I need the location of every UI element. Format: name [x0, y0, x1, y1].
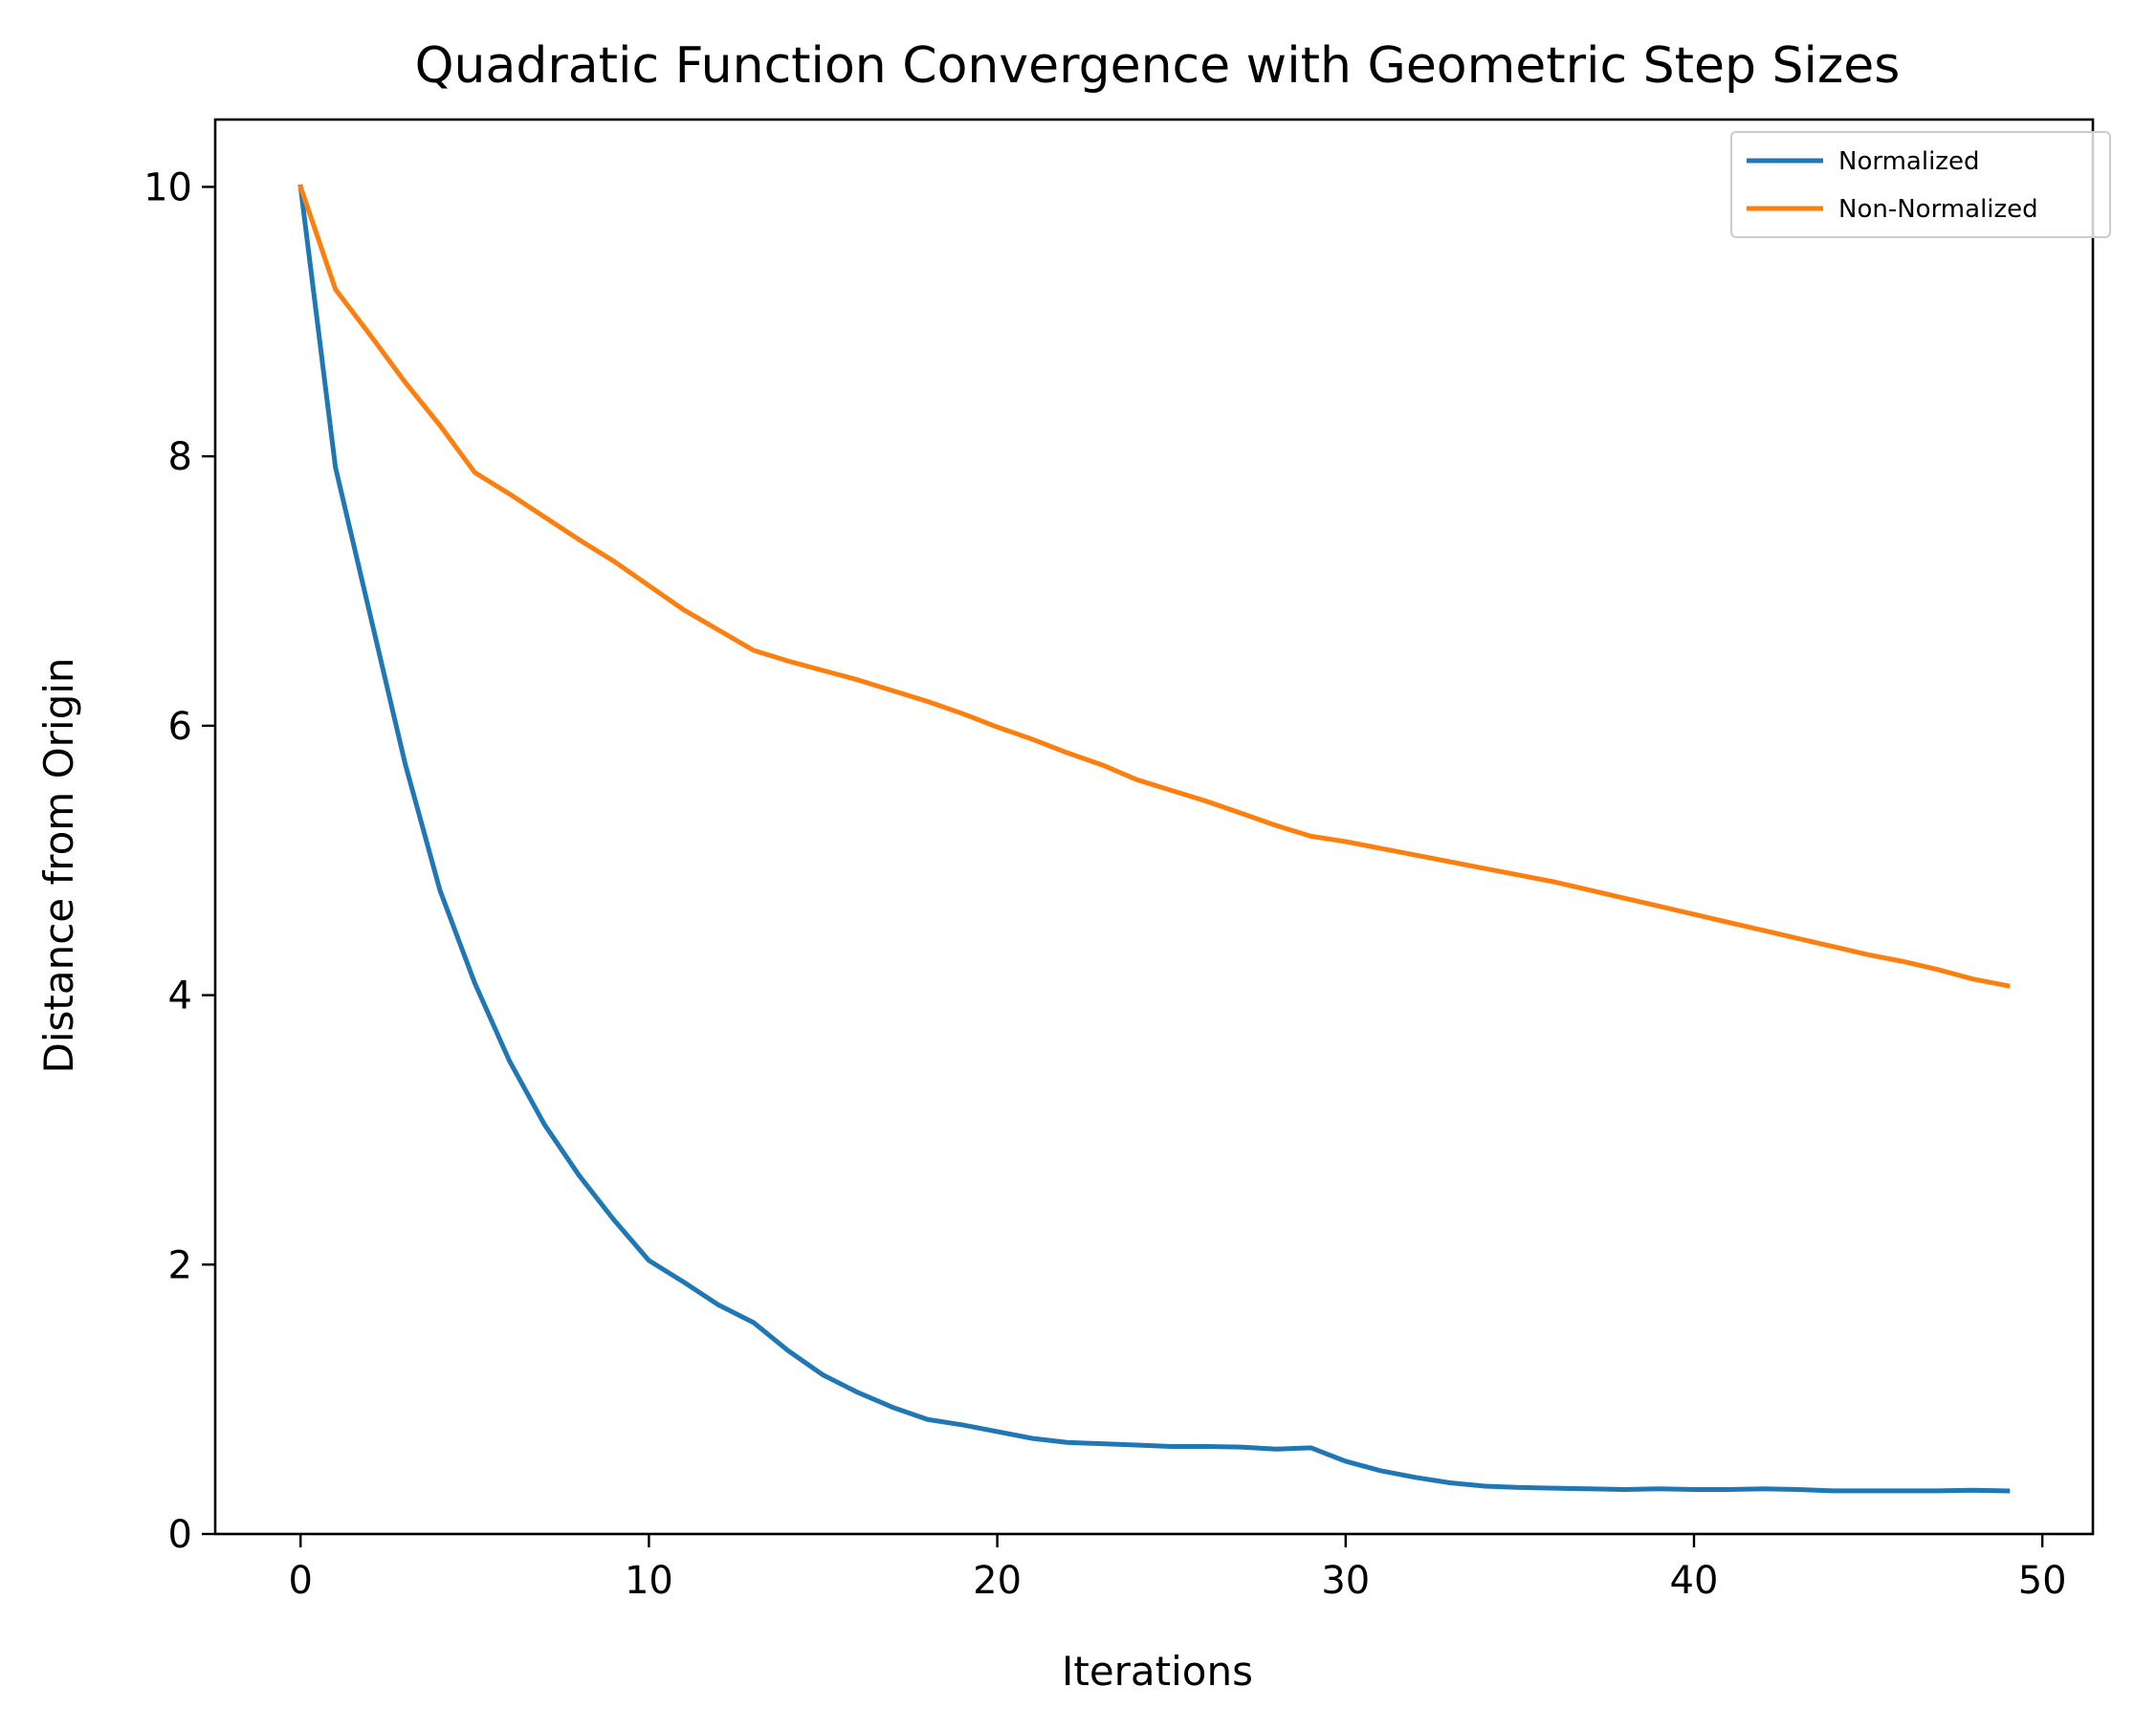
- y-axis-label: Distance from Origin: [35, 657, 82, 1073]
- y-tick-label: 10: [143, 165, 192, 209]
- legend: Normalized Non-Normalized: [1730, 131, 2111, 238]
- x-tick-label: 20: [973, 1559, 1022, 1603]
- chart-title: Quadratic Function Convergence with Geom…: [415, 37, 1901, 95]
- series-line-normalized: [297, 184, 2011, 1494]
- x-axis-label: Iterations: [1062, 1648, 1253, 1695]
- x-tick-label: 30: [1321, 1559, 1370, 1603]
- x-tick-label: 0: [289, 1559, 313, 1603]
- series-line-non-normalized: [297, 184, 2011, 989]
- plot-frame: [213, 118, 2095, 1536]
- series-layer: [297, 184, 2011, 1494]
- y-tick-label: 4: [168, 975, 192, 1019]
- x-axis: 0 10 20 30 40 50: [289, 1534, 2067, 1603]
- x-tick-label: 10: [625, 1559, 673, 1603]
- x-tick-label: 40: [1670, 1559, 1719, 1603]
- y-tick-label: 2: [168, 1243, 192, 1287]
- legend-label-normalized: Normalized: [1838, 147, 1979, 176]
- y-tick-label: 6: [168, 705, 192, 749]
- y-tick-label: 0: [168, 1513, 192, 1557]
- y-tick-label: 8: [168, 435, 192, 479]
- y-axis: 0 2 4 6 8 10: [143, 165, 215, 1557]
- x-tick-label: 50: [2018, 1559, 2067, 1603]
- legend-box: [1730, 131, 2111, 238]
- legend-label-non-normalized: Non-Normalized: [1838, 195, 2038, 224]
